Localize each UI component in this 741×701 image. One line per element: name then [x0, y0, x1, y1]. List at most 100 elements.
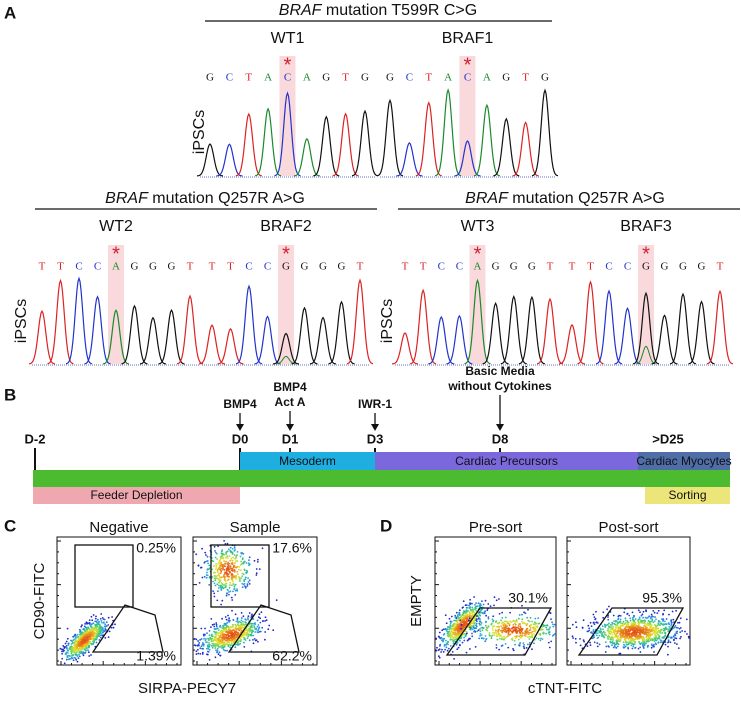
event-dot	[76, 655, 79, 657]
event-dot	[670, 637, 673, 639]
event-dot	[93, 632, 96, 634]
event-dot	[463, 622, 466, 625]
gate-lower	[227, 604, 300, 653]
event-dot	[435, 637, 438, 640]
event-dot	[551, 621, 553, 624]
event-dot	[610, 638, 612, 641]
event-dot	[96, 623, 98, 626]
event-dot	[638, 622, 641, 625]
event-dot	[442, 638, 445, 641]
event-dot	[216, 647, 219, 650]
event-dot	[459, 616, 462, 619]
event-dot	[233, 639, 236, 641]
trace-peak	[28, 309, 56, 365]
event-dot	[437, 655, 440, 658]
event-dot	[262, 620, 264, 623]
event-dot	[82, 633, 84, 635]
event-dot	[634, 618, 637, 620]
event-dot	[207, 639, 210, 641]
event-dot	[620, 622, 622, 624]
event-dot	[608, 622, 610, 625]
event-dot	[603, 636, 605, 639]
event-dot	[464, 612, 467, 615]
base-letter: T	[522, 72, 529, 84]
event-dot	[609, 633, 612, 635]
event-dot	[256, 625, 259, 628]
event-dot	[493, 604, 495, 607]
event-dot	[604, 651, 607, 653]
base-letter: T	[425, 72, 432, 84]
event-dot	[492, 615, 495, 618]
event-dot	[236, 560, 239, 562]
event-dot	[449, 636, 452, 639]
event-dot	[82, 642, 84, 645]
event-dot	[641, 613, 644, 616]
event-dot	[206, 632, 208, 634]
event-dot	[613, 620, 615, 622]
event-dot	[228, 568, 231, 570]
event-dot	[227, 575, 230, 578]
event-dot	[490, 635, 493, 637]
event-dot	[520, 630, 523, 633]
event-dot	[610, 635, 613, 638]
y-label: iPSCs	[13, 299, 30, 343]
event-dot	[224, 586, 227, 589]
event-dot	[631, 611, 634, 614]
event-dot	[82, 653, 84, 655]
event-dot	[216, 583, 219, 586]
event-dot	[513, 640, 516, 642]
event-dot	[645, 617, 648, 620]
event-dot	[647, 634, 650, 637]
event-dot	[450, 615, 453, 618]
event-dot	[632, 645, 635, 648]
event-dot	[239, 639, 242, 642]
event-dot	[500, 625, 503, 628]
event-dot	[230, 633, 233, 636]
event-dot	[618, 627, 621, 630]
event-dot	[633, 615, 635, 618]
event-dot	[275, 599, 278, 601]
event-dot	[101, 626, 103, 629]
event-dot	[71, 650, 74, 653]
event-dot	[539, 633, 542, 635]
event-dot	[103, 630, 106, 633]
event-dot	[646, 629, 649, 631]
event-dot	[611, 633, 614, 636]
event-dot	[504, 637, 506, 640]
event-dot	[237, 640, 240, 643]
event-dot	[217, 634, 220, 637]
base-letter: C	[605, 261, 612, 273]
event-dot	[97, 618, 99, 621]
event-dot	[212, 590, 215, 592]
event-dot	[217, 632, 220, 634]
event-dot	[498, 634, 501, 637]
event-dot	[231, 567, 234, 570]
event-dot	[509, 629, 512, 632]
event-dot	[459, 644, 461, 647]
event-dot	[65, 653, 67, 656]
event-dot	[231, 584, 233, 587]
base-letter: T	[569, 261, 576, 273]
event-dot	[509, 633, 512, 636]
event-dot	[231, 609, 233, 612]
event-dot	[446, 630, 449, 633]
event-dot	[463, 614, 465, 617]
event-dot	[649, 634, 651, 637]
event-dot	[70, 651, 73, 654]
event-dot	[207, 637, 210, 640]
event-dot	[466, 615, 468, 618]
event-dot	[475, 627, 477, 630]
event-dot	[214, 551, 217, 554]
event-dot	[203, 633, 206, 636]
base-letter: T	[342, 72, 349, 84]
event-dot	[227, 568, 230, 571]
event-dot	[643, 638, 645, 641]
arrow-head	[236, 424, 244, 431]
event-dot	[212, 643, 215, 645]
event-dot	[492, 631, 494, 634]
event-dot	[544, 624, 547, 627]
event-dot	[244, 586, 247, 589]
event-dot	[648, 615, 651, 618]
gate	[577, 607, 685, 656]
event-dot	[215, 565, 218, 568]
